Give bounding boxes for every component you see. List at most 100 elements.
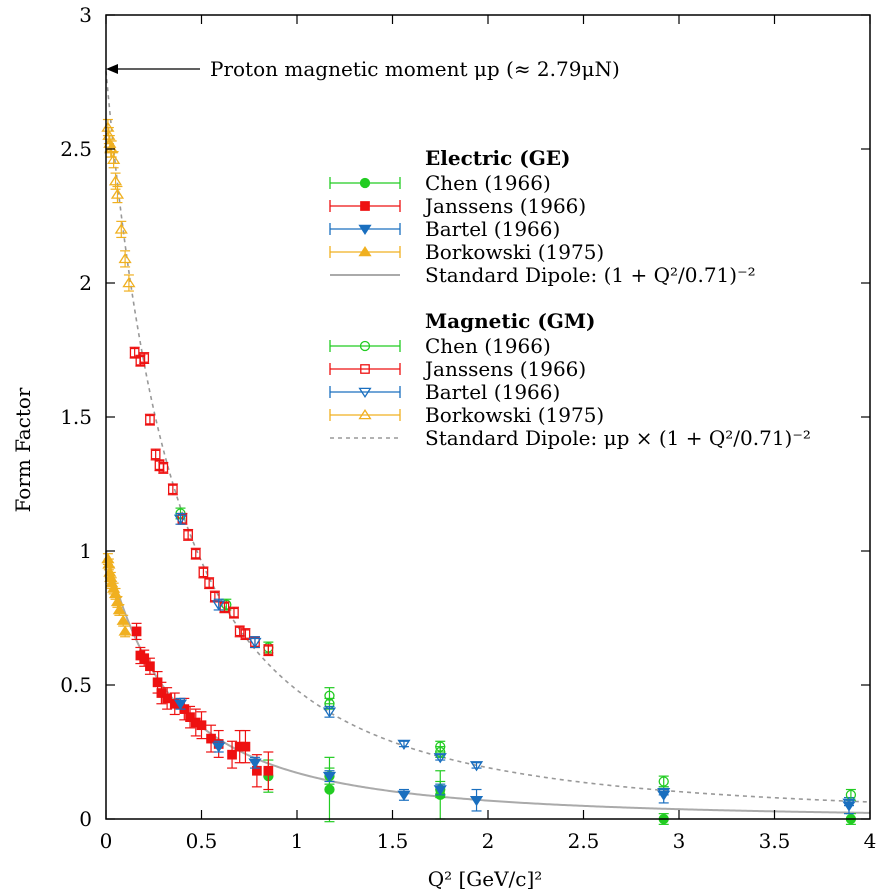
- y-tick-label: 1: [79, 539, 92, 563]
- data-point: [196, 720, 207, 731]
- data-point: [227, 749, 237, 760]
- data-point: [322, 771, 337, 783]
- data-points: [101, 118, 857, 825]
- x-tick-label: 2.5: [568, 829, 600, 853]
- data-point: [263, 765, 274, 776]
- data-point: [114, 223, 128, 234]
- annotation-text: Proton magnetic moment μp (≈ 2.79μN): [210, 57, 620, 81]
- data-point: [240, 629, 251, 639]
- y-tick-label: 0.5: [60, 673, 92, 697]
- data-point: [234, 626, 245, 637]
- data-point: [185, 712, 195, 723]
- x-tick-label: 3: [673, 829, 686, 853]
- data-point: [129, 347, 140, 358]
- data-point: [469, 795, 484, 807]
- x-tick-label: 1.5: [377, 829, 409, 853]
- data-point: [206, 733, 216, 744]
- data-point: [397, 739, 411, 750]
- x-tick-label: 0.5: [186, 829, 218, 853]
- y-tick-label: 3: [79, 3, 92, 27]
- data-point: [116, 614, 130, 625]
- x-tick-label: 1: [291, 829, 304, 853]
- data-point: [212, 742, 226, 753]
- data-point: [156, 688, 167, 698]
- data-point: [173, 699, 188, 710]
- electric-legend-entry: Janssens (1966): [423, 194, 586, 218]
- legend-marker: [360, 364, 370, 374]
- magnetic-legend-entry: Chen (1966): [425, 334, 551, 358]
- legend-marker: [358, 224, 372, 236]
- data-point: [162, 693, 172, 704]
- electric-legend-entry: Bartel (1966): [425, 217, 560, 241]
- data-point: [248, 758, 262, 769]
- data-point: [108, 175, 123, 186]
- legend-title-electric: Electric (GE): [425, 146, 571, 170]
- dipole-curve-electric: [105, 550, 871, 814]
- legend-marker: [359, 340, 371, 352]
- data-point: [469, 761, 484, 772]
- electric-legend-entry: Standard Dipole: (1 + Q²/0.71)⁻²: [425, 263, 756, 287]
- legend-marker: [358, 245, 372, 257]
- series-electric-janssens: [131, 622, 274, 791]
- data-point: [173, 514, 188, 525]
- series-electric-borkowski: [101, 553, 132, 638]
- data-point: [158, 463, 169, 473]
- legend-title-magnetic: Magnetic (GM): [425, 309, 595, 333]
- data-point: [145, 414, 155, 425]
- data-point: [131, 626, 142, 637]
- annotation: Proton magnetic moment μp (≈ 2.79μN): [106, 57, 620, 81]
- data-point: [118, 625, 132, 636]
- y-tick-label: 1.5: [60, 405, 92, 429]
- x-tick-label: 2: [482, 829, 495, 853]
- data-point: [322, 707, 337, 718]
- data-point: [108, 587, 123, 599]
- data-point: [397, 790, 411, 801]
- data-point: [657, 787, 671, 799]
- legend-marker: [358, 387, 372, 399]
- data-point: [324, 784, 335, 795]
- x-tick-label: 0: [100, 829, 113, 853]
- axis-ticks: 0 0.5 1 1.5 2 2.5 3 3.5 4 0 0.5 1 1.5 2 2.5 3: [60, 3, 876, 853]
- data-point: [145, 661, 155, 672]
- electric-legend-entry: Chen (1966): [425, 171, 551, 195]
- data-point: [118, 252, 132, 264]
- data-point: [240, 741, 251, 752]
- electric-legend-entry: Borkowski (1975): [425, 240, 604, 264]
- data-point: [110, 188, 125, 199]
- data-point: [183, 530, 193, 540]
- data-point: [112, 603, 126, 615]
- dipole-curves: [105, 71, 871, 814]
- legend-marker: [359, 177, 371, 189]
- data-point: [248, 637, 262, 649]
- legend-marker: [360, 201, 370, 211]
- data-point: [263, 645, 274, 656]
- y-tick-label: 2.5: [60, 137, 92, 161]
- y-axis-label: Form Factor: [11, 387, 35, 512]
- data-point: [842, 798, 856, 809]
- annotation-arrow-head: [106, 64, 118, 74]
- y-tick-label: 0: [79, 807, 92, 831]
- series-magnetic-bartel: [173, 512, 856, 809]
- data-point: [150, 449, 161, 460]
- magnetic-legend-entry: Standard Dipole: μp × (1 + Q²/0.71)⁻²: [425, 426, 811, 450]
- data-point: [167, 484, 178, 495]
- x-tick-label: 4: [864, 829, 877, 853]
- data-point: [229, 607, 239, 618]
- magnetic-legend-entry: Borkowski (1975): [425, 403, 604, 427]
- x-tick-label: 3.5: [759, 829, 791, 853]
- data-point: [212, 600, 226, 611]
- dipole-curve-magnetic: [105, 71, 871, 803]
- data-point: [110, 595, 125, 607]
- data-point: [122, 276, 136, 288]
- data-point: [198, 567, 209, 578]
- data-point: [433, 753, 447, 764]
- x-axis-label: Q² [GeV/c]²: [428, 867, 543, 891]
- magnetic-legend-entry: Bartel (1966): [425, 380, 560, 404]
- data-point: [204, 578, 214, 589]
- legend: Electric (GE) Magnetic (GM) Chen (1966)J…: [329, 146, 811, 450]
- y-tick-label: 2: [79, 271, 92, 295]
- data-point: [658, 776, 669, 787]
- data-point: [190, 548, 201, 559]
